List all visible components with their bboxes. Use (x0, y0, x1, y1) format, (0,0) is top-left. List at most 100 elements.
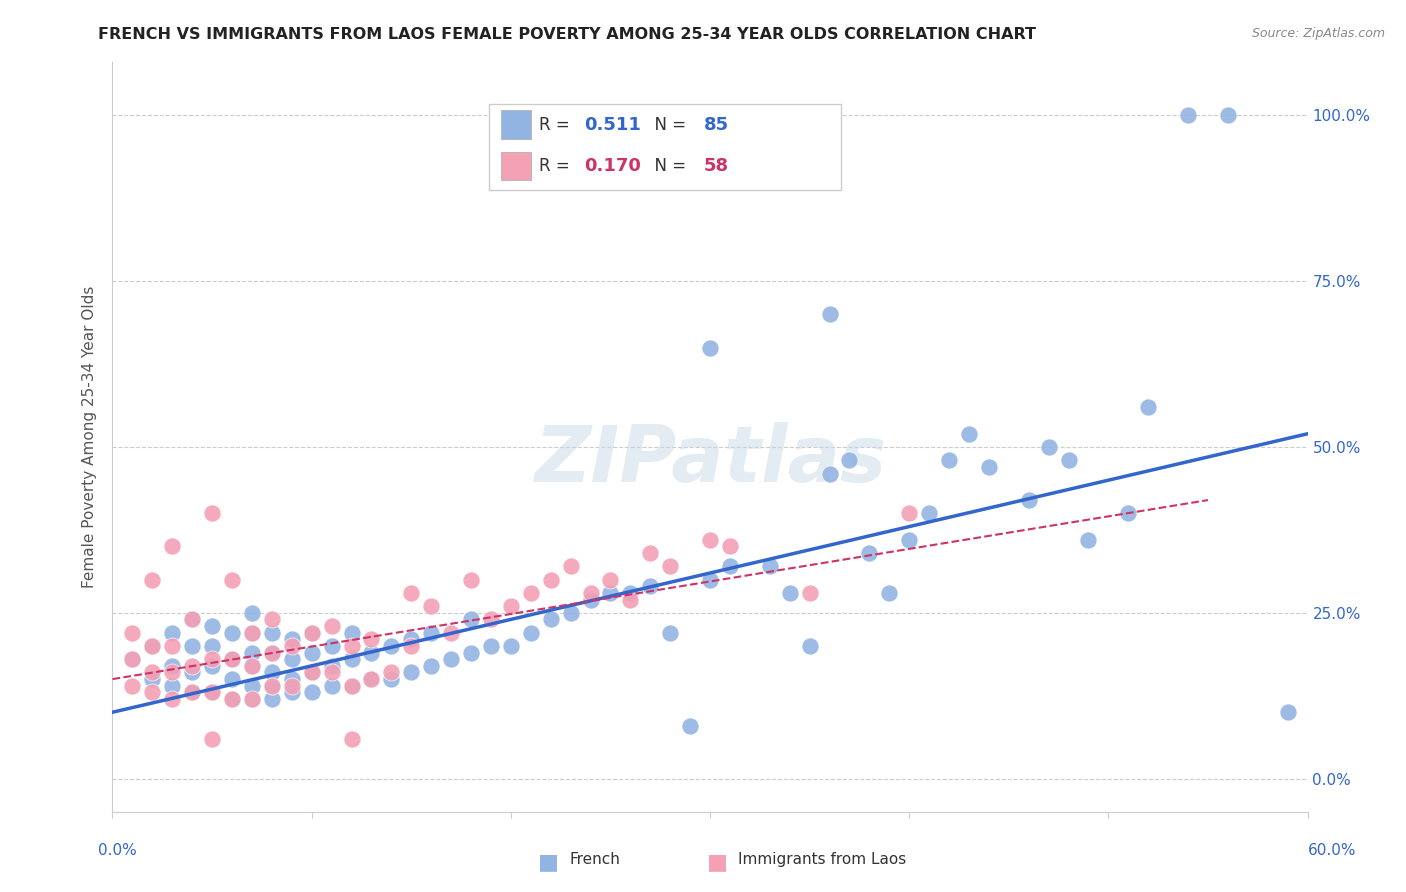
Point (221, 692, 243, 706)
Point (301, 625, 323, 640)
Point (420, 625, 443, 640)
Text: 0.0%: 0.0% (98, 843, 138, 858)
Point (659, 559, 682, 574)
Point (121, 652, 143, 666)
FancyBboxPatch shape (501, 111, 531, 139)
Point (1277, 705, 1299, 719)
Text: ■: ■ (538, 852, 558, 871)
Text: 58: 58 (704, 157, 730, 175)
Point (141, 639, 163, 653)
Point (699, 341, 721, 355)
Point (340, 679, 363, 693)
Point (201, 506, 224, 520)
Point (520, 586, 543, 600)
Point (520, 625, 543, 640)
Point (380, 639, 402, 653)
Point (380, 672, 402, 686)
Point (619, 586, 641, 600)
Point (162, 625, 183, 640)
Text: 0.511: 0.511 (585, 116, 641, 134)
Point (181, 658, 204, 673)
Point (779, 586, 801, 600)
Point (121, 652, 143, 666)
Text: N =: N = (644, 116, 692, 134)
Point (640, 579, 662, 593)
Point (799, 586, 821, 600)
Point (260, 692, 283, 706)
Point (260, 665, 283, 680)
Point (221, 625, 243, 640)
Point (440, 652, 463, 666)
Point (1137, 401, 1160, 415)
Point (162, 665, 183, 680)
Point (619, 592, 641, 607)
Point (221, 672, 243, 686)
Point (181, 685, 204, 699)
Text: Immigrants from Laos: Immigrants from Laos (738, 852, 907, 867)
Point (201, 685, 224, 699)
Point (301, 665, 323, 680)
Point (240, 625, 263, 640)
Point (201, 685, 224, 699)
Point (918, 506, 941, 520)
Point (879, 586, 901, 600)
Point (560, 559, 582, 574)
Point (240, 606, 263, 620)
Point (340, 652, 363, 666)
Point (718, 540, 741, 554)
Text: R =: R = (538, 116, 575, 134)
Point (838, 453, 860, 467)
Point (221, 652, 243, 666)
Point (181, 612, 204, 626)
Point (360, 672, 382, 686)
Text: ■: ■ (707, 852, 727, 871)
Text: N =: N = (644, 157, 692, 175)
Point (759, 559, 782, 574)
Point (321, 619, 343, 633)
Point (1057, 453, 1080, 467)
Point (240, 679, 263, 693)
Point (162, 639, 183, 653)
Point (659, 625, 682, 640)
Point (121, 625, 143, 640)
Point (340, 679, 363, 693)
Text: 85: 85 (704, 116, 730, 134)
Point (141, 573, 163, 587)
Point (240, 625, 263, 640)
Y-axis label: Female Poverty Among 25-34 Year Olds: Female Poverty Among 25-34 Year Olds (82, 286, 97, 588)
Point (380, 665, 402, 680)
Point (181, 639, 204, 653)
Point (162, 540, 183, 554)
Point (141, 672, 163, 686)
Point (221, 652, 243, 666)
Point (141, 665, 163, 680)
Point (240, 692, 263, 706)
Point (281, 652, 304, 666)
Point (460, 573, 482, 587)
Point (260, 646, 283, 660)
Point (540, 612, 562, 626)
Point (360, 672, 382, 686)
Point (818, 467, 841, 481)
Point (360, 646, 382, 660)
Text: FRENCH VS IMMIGRANTS FROM LAOS FEMALE POVERTY AMONG 25-34 YEAR OLDS CORRELATION : FRENCH VS IMMIGRANTS FROM LAOS FEMALE PO… (98, 27, 1036, 42)
Point (460, 646, 482, 660)
Point (141, 639, 163, 653)
Point (181, 685, 204, 699)
Point (201, 619, 224, 633)
Point (340, 639, 363, 653)
Text: French: French (569, 852, 620, 867)
Point (479, 639, 502, 653)
Point (260, 612, 283, 626)
Point (1118, 506, 1140, 520)
Point (460, 612, 482, 626)
Point (162, 679, 183, 693)
Point (938, 453, 960, 467)
Point (201, 731, 224, 746)
Text: 0.170: 0.170 (585, 157, 641, 175)
Point (479, 612, 502, 626)
Point (201, 639, 224, 653)
Point (340, 731, 363, 746)
Point (301, 646, 323, 660)
Point (162, 692, 183, 706)
